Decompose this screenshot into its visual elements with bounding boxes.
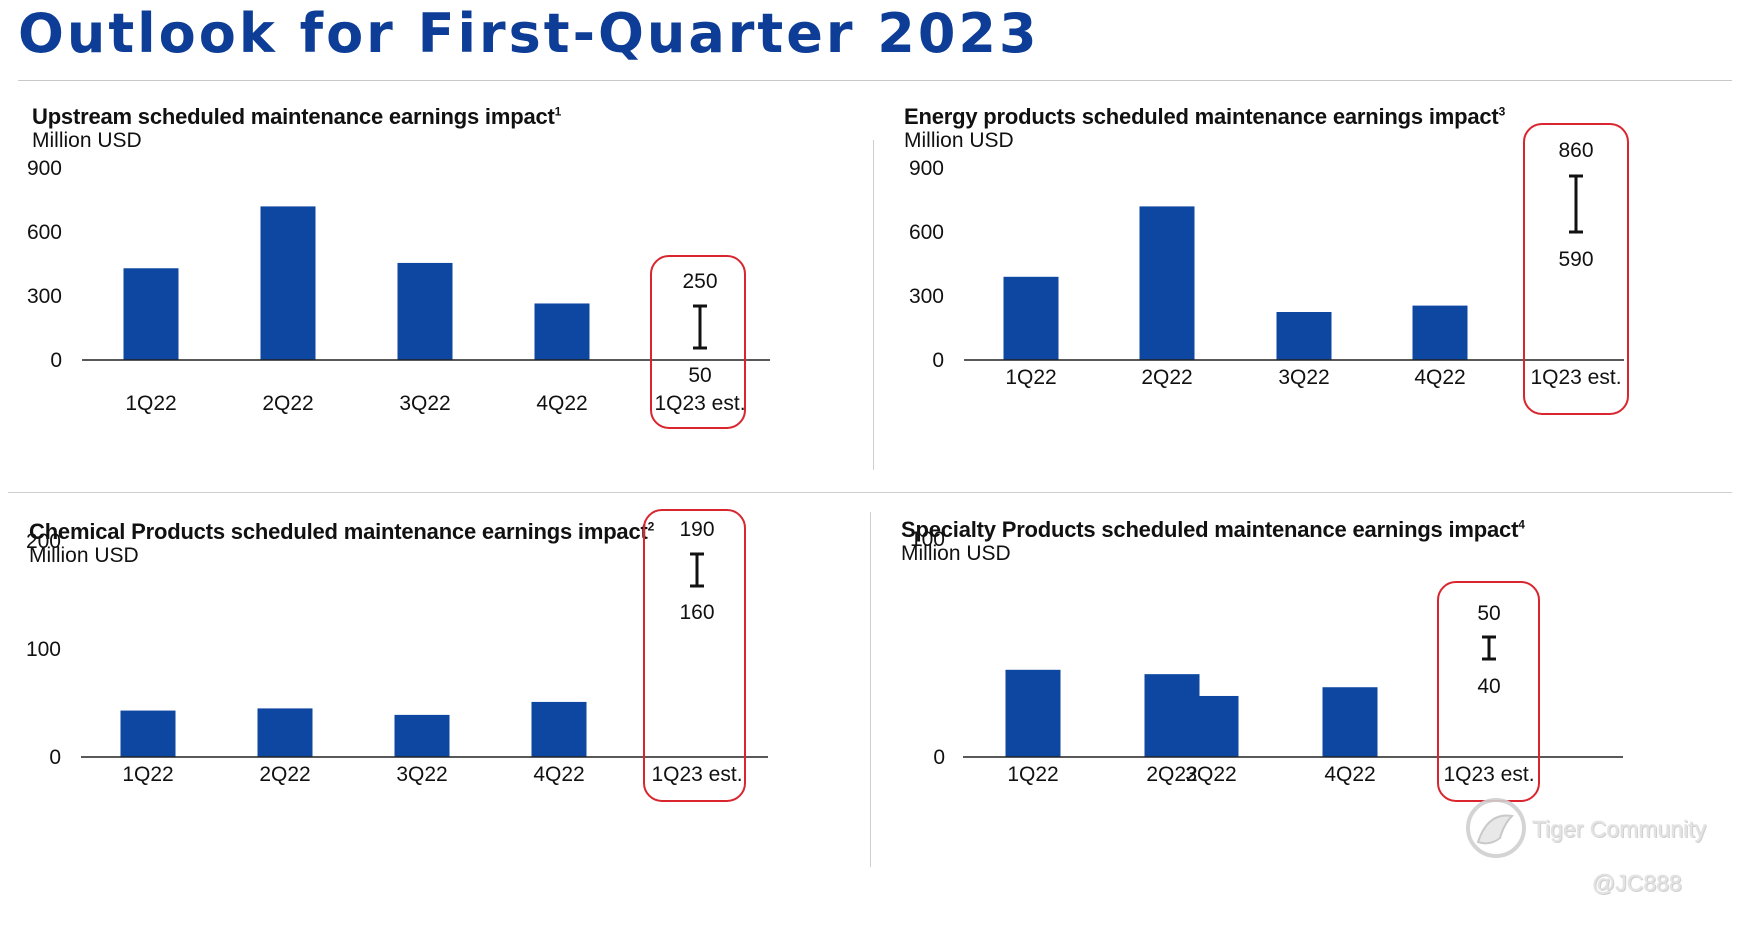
y-tick-label: 0 [49, 746, 61, 769]
bar-4q22 [1322, 687, 1378, 757]
bar-1q22 [123, 268, 179, 360]
bar-3q22 [394, 714, 450, 757]
estimate-low-label: 40 [1477, 675, 1500, 698]
bar-1q22 [120, 710, 176, 757]
y-tick-label: 900 [909, 157, 944, 180]
bar-1q22 [1003, 276, 1059, 360]
energy-chart-plot: 900 600 300 0 1Q22 2Q22 3Q22 4Q22 1Q23 est. 860 59… [909, 123, 1629, 415]
bar-2q22 [257, 708, 313, 757]
specialty-chart-panel: Specialty Products scheduled maintenance… [901, 517, 1731, 902]
bar-4q22 [1412, 305, 1468, 360]
chart-unit-label: Million USD [29, 544, 139, 567]
x-category-label: 3Q22 [1278, 366, 1329, 389]
title-divider [18, 80, 1732, 81]
chemical-chart-panel: Chemical Products scheduled maintenance … [26, 509, 869, 899]
x-category-label: 2Q22 [259, 763, 310, 786]
y-tick-label: 300 [909, 285, 944, 308]
estimate-highlight-box [1523, 123, 1629, 415]
upstream-chart-plot: 900 600 300 0 1Q22 2Q22 3Q22 4Q22 1Q23 est. 250 50 [27, 157, 770, 429]
x-category-label: 2Q22 [1141, 366, 1192, 389]
x-category-label: 2Q22 [1146, 763, 1197, 786]
x-category-label: 3Q22 [399, 392, 450, 415]
bar-2q22 [1139, 206, 1195, 360]
estimate-high-label: 860 [1558, 139, 1593, 162]
page-title: Outlook for First-Quarter 2023 [18, 2, 1040, 65]
y-tick-label: 0 [50, 349, 62, 372]
chart-title: Specialty Products scheduled maintenance… [901, 517, 1525, 542]
x-category-label: 1Q22 [1007, 763, 1058, 786]
estimate-high-label: 250 [682, 270, 717, 293]
x-category-label: 1Q23 est. [651, 763, 742, 786]
bar-3q22 [1276, 312, 1332, 360]
estimate-low-label: 160 [679, 601, 714, 624]
bar-2q22 [260, 206, 316, 360]
bar-3q22 [397, 262, 453, 360]
y-tick-label: 200 [26, 530, 61, 553]
x-category-label: 1Q22 [1005, 366, 1056, 389]
x-category-label: 4Q22 [1414, 366, 1465, 389]
y-tick-label: 0 [933, 746, 945, 769]
x-category-label: 1Q22 [125, 392, 176, 415]
y-tick-label: 900 [27, 157, 62, 180]
bar-3q22 [1183, 695, 1239, 757]
chart-unit-label: Million USD [32, 129, 142, 152]
chemical-chart-plot: 200 100 0 1Q22 2Q22 3Q22 4Q22 1Q23 est. 190 160 [26, 509, 768, 802]
estimate-high-label: 190 [679, 518, 714, 541]
estimate-high-label: 50 [1477, 602, 1500, 625]
horizontal-divider [8, 492, 1732, 493]
y-tick-label: 0 [932, 349, 944, 372]
bar-1q22 [1005, 669, 1061, 757]
x-category-label: 4Q22 [1324, 763, 1375, 786]
vertical-divider-bottom [870, 512, 871, 867]
upstream-chart-panel: Upstream scheduled maintenance earnings … [27, 104, 872, 484]
chart-title: Energy products scheduled maintenance ea… [904, 104, 1506, 129]
x-category-label: 1Q23 est. [654, 392, 745, 415]
estimate-highlight-box [643, 509, 746, 802]
y-tick-label: 600 [909, 221, 944, 244]
y-tick-label: 300 [27, 285, 62, 308]
x-category-label: 1Q23 est. [1530, 366, 1621, 389]
chart-unit-label: Million USD [901, 542, 1011, 565]
chart-title: Chemical Products scheduled maintenance … [29, 519, 655, 544]
x-category-label: 3Q22 [1185, 763, 1236, 786]
y-tick-label: 600 [27, 221, 62, 244]
energy-chart-panel: Energy products scheduled maintenance ea… [904, 104, 1734, 474]
bar-4q22 [534, 303, 590, 360]
x-category-label: 3Q22 [396, 763, 447, 786]
y-tick-label: 100 [26, 638, 61, 661]
bar-4q22 [531, 701, 587, 757]
chart-title: Upstream scheduled maintenance earnings … [32, 104, 562, 129]
chart-unit-label: Million USD [904, 129, 1014, 152]
x-category-label: 2Q22 [262, 392, 313, 415]
estimate-low-label: 50 [688, 364, 711, 387]
y-tick-label: 100 [910, 528, 945, 551]
estimate-low-label: 590 [1558, 248, 1593, 271]
estimate-highlight-box [650, 255, 746, 429]
vertical-divider-top [873, 140, 874, 470]
x-category-label: 4Q22 [533, 763, 584, 786]
x-category-label: 4Q22 [536, 392, 587, 415]
x-category-label: 1Q23 est. [1443, 763, 1534, 786]
x-category-label: 1Q22 [122, 763, 173, 786]
